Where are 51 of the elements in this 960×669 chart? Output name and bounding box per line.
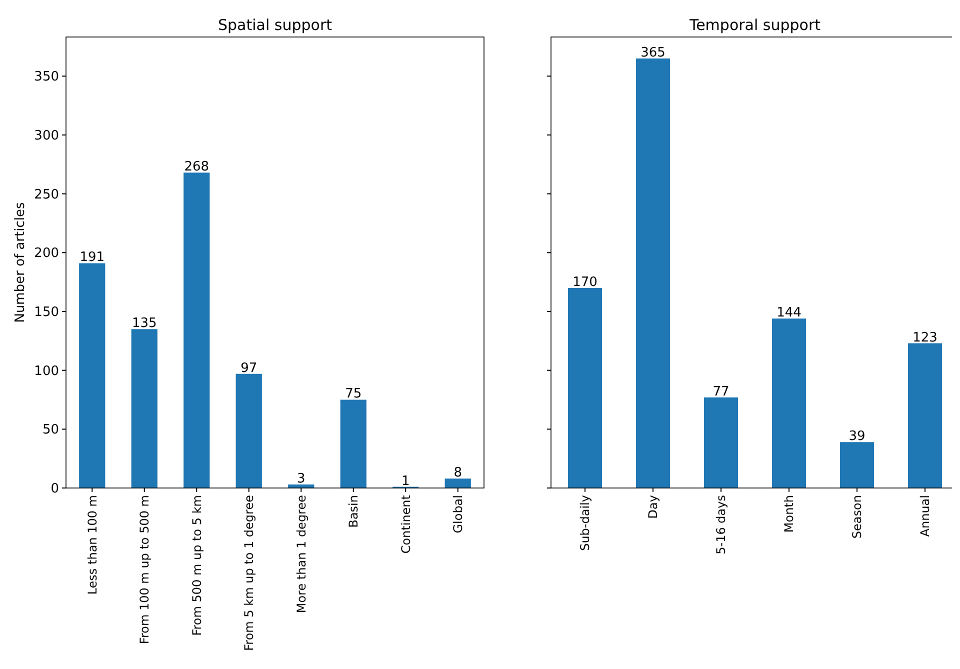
y-axis-title: Number of articles [13,202,28,323]
x-tick-label: Global [451,495,466,534]
data-label: 75 [345,386,362,402]
x-tick-label: 5-16 days [714,495,728,554]
data-label: 77 [712,384,730,400]
bar [568,288,602,488]
data-label: 268 [184,160,210,175]
y-tick-label: 100 [34,364,59,379]
bar [79,263,106,488]
bar [236,374,262,488]
bar [444,478,471,488]
y-tick-label: 150 [34,305,59,320]
chart-title: Temporal support [688,16,821,34]
x-tick-label: From 500 m up to 5 km [190,495,204,636]
x-tick-label: Season [850,495,864,539]
x-tick-label: Basin [346,495,361,528]
data-label: 39 [848,429,866,444]
chart-title: Spatial support [218,16,332,34]
y-tick-label: 350 [34,70,59,85]
bar [840,442,874,488]
data-label: 191 [80,250,105,266]
data-label: 3 [296,471,306,486]
data-label: 365 [640,45,666,60]
y-tick-label: 250 [34,187,59,202]
x-tick-label: Sub-daily [578,495,592,551]
y-tick-label: 0 [50,482,59,497]
bar [772,318,806,488]
y-tick-label: 200 [34,246,59,262]
x-tick-label: From 100 m up to 500 m [138,495,152,644]
y-tick-label: 50 [42,422,59,438]
x-tick-label: Annual [918,495,932,537]
bar [184,172,210,488]
x-tick-label: Month [782,495,796,533]
bar [131,329,158,488]
x-tick-label: From 5 km up to 1 degree [242,495,256,651]
bar [340,400,366,488]
data-label: 144 [776,306,802,321]
data-label: 135 [132,316,157,332]
data-label: 8 [454,466,462,481]
data-label: 123 [912,330,938,346]
data-label: 170 [572,274,598,290]
x-tick-label: More than 1 degree [294,495,308,614]
y-tick-label: 300 [34,128,59,144]
bar [636,58,670,488]
bar [704,397,738,488]
x-tick-label: Day [646,495,660,519]
x-tick-label: Less than 100 m [85,495,100,595]
data-label: 97 [240,360,258,376]
data-label: 1 [401,474,410,489]
x-tick-label: Continent [398,494,413,554]
bar [908,343,942,488]
